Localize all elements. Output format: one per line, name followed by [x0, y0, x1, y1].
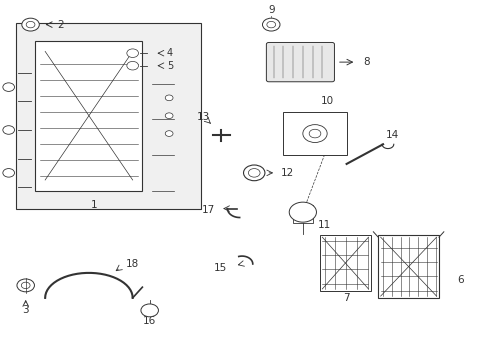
Text: 11: 11	[317, 220, 330, 230]
Circle shape	[22, 18, 39, 31]
Circle shape	[288, 202, 316, 222]
Circle shape	[302, 125, 326, 143]
Bar	[35, 41, 142, 191]
Text: 12: 12	[281, 168, 294, 178]
Circle shape	[165, 131, 173, 136]
Text: 15: 15	[214, 262, 227, 273]
Bar	[283, 112, 346, 155]
Text: 13: 13	[196, 112, 209, 122]
Circle shape	[308, 129, 320, 138]
Text: 7: 7	[343, 293, 349, 303]
Text: 6: 6	[457, 275, 463, 285]
Circle shape	[17, 279, 34, 292]
Text: 1: 1	[90, 200, 97, 210]
Circle shape	[165, 113, 173, 118]
Text: 17: 17	[202, 205, 215, 215]
Circle shape	[3, 126, 15, 134]
Circle shape	[3, 83, 15, 91]
Circle shape	[126, 62, 138, 70]
Text: 10: 10	[320, 96, 333, 107]
Text: 18: 18	[125, 259, 138, 269]
Text: 14: 14	[385, 130, 398, 140]
Text: 2: 2	[57, 19, 64, 30]
Circle shape	[266, 21, 275, 28]
Bar	[377, 235, 438, 298]
Bar	[16, 23, 201, 208]
Text: 4: 4	[166, 48, 172, 58]
Circle shape	[141, 304, 158, 317]
Text: 16: 16	[143, 316, 156, 326]
Bar	[319, 235, 370, 291]
Circle shape	[262, 18, 280, 31]
Text: 5: 5	[166, 61, 173, 71]
Text: 3: 3	[22, 305, 29, 315]
Circle shape	[3, 168, 15, 177]
Circle shape	[126, 49, 138, 58]
Text: 8: 8	[363, 57, 369, 67]
Circle shape	[165, 95, 173, 101]
Circle shape	[248, 168, 260, 177]
FancyBboxPatch shape	[266, 42, 334, 82]
Circle shape	[243, 165, 264, 181]
Circle shape	[26, 21, 35, 28]
Text: 9: 9	[267, 5, 274, 15]
Bar	[292, 205, 312, 223]
Circle shape	[21, 282, 30, 289]
